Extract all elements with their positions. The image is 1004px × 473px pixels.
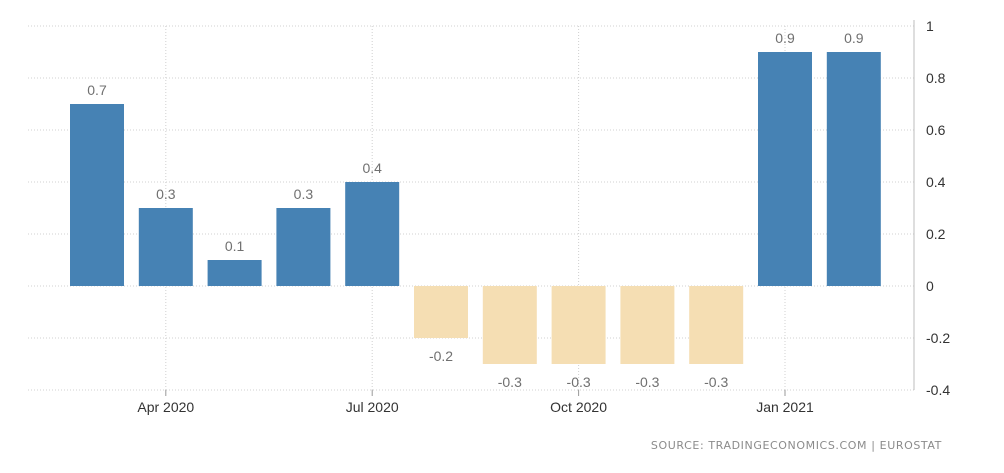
bar-value-label: 0.4 (362, 160, 382, 176)
bar (276, 208, 331, 286)
bar-value-label: 0.7 (87, 82, 107, 98)
bar (414, 286, 468, 338)
y-tick-label: -0.4 (926, 382, 950, 398)
bar-value-label: 0.1 (225, 238, 245, 254)
bar (620, 286, 675, 364)
y-tick-label: 0 (926, 278, 934, 294)
bar (551, 286, 606, 364)
y-tick-label: 0.8 (926, 70, 946, 86)
bar-value-label: -0.2 (429, 348, 453, 364)
bar (482, 286, 537, 364)
bar-value-label: 0.3 (294, 186, 314, 202)
x-tick-label: Apr 2020 (137, 399, 194, 415)
x-tick-label: Oct 2020 (550, 399, 607, 415)
bar-value-label: -0.3 (704, 374, 728, 390)
bar-value-label: 0.9 (775, 30, 795, 46)
y-tick-label: 0.2 (926, 226, 946, 242)
bar (345, 182, 400, 286)
bar (138, 208, 193, 286)
bar (826, 52, 881, 286)
bar-value-label: -0.3 (498, 374, 522, 390)
bar-value-label: 0.3 (156, 186, 176, 202)
y-tick-label: 0.4 (926, 174, 946, 190)
source-note: SOURCE: TRADINGECONOMICS.COM | EUROSTAT (650, 439, 942, 452)
bar-value-label: -0.3 (567, 374, 591, 390)
bar-value-label: -0.3 (635, 374, 659, 390)
y-tick-label: -0.2 (926, 330, 950, 346)
y-tick-label: 0.6 (926, 122, 946, 138)
bar (207, 260, 262, 286)
x-tick-label: Jan 2021 (756, 399, 814, 415)
bar (70, 104, 124, 286)
bar (758, 52, 812, 286)
bar (689, 286, 744, 364)
bar-value-label: 0.9 (844, 30, 864, 46)
x-tick-label: Jul 2020 (346, 399, 399, 415)
y-tick-label: 1 (926, 18, 934, 34)
